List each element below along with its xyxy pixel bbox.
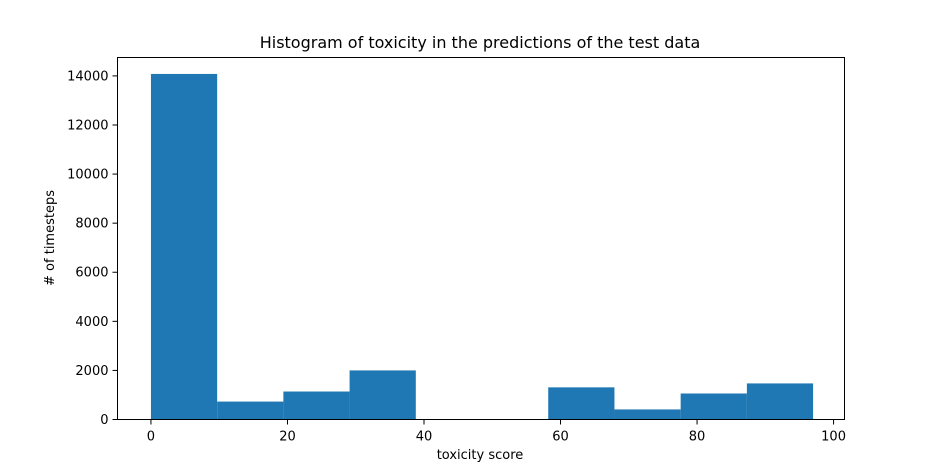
x-tick-label: 0 — [147, 430, 155, 445]
x-axis-label: toxicity score — [437, 448, 524, 463]
histogram-bar-1 — [217, 401, 284, 420]
x-tick-label: 80 — [689, 430, 706, 445]
bars-group — [150, 73, 814, 420]
plot-frame — [117, 57, 845, 420]
x-tick-label: 100 — [821, 430, 846, 445]
y-tick-label: 4000 — [75, 315, 108, 330]
y-tick-label: 0 — [100, 413, 108, 428]
y-tick-label: 8000 — [75, 217, 108, 232]
histogram-bar-9 — [746, 383, 814, 420]
x-tick-label: 20 — [279, 430, 296, 445]
histogram-bar-2 — [283, 391, 350, 420]
chart-title: Histogram of toxicity in the predictions… — [260, 33, 701, 52]
histogram-bar-0 — [150, 73, 218, 420]
histogram-bar-8 — [680, 393, 747, 420]
y-tick-label: 12000 — [67, 118, 108, 133]
x-tick-label: 40 — [416, 430, 433, 445]
y-tick-label: 2000 — [75, 364, 108, 379]
y-tick-label: 6000 — [75, 266, 108, 281]
y-tick-label: 14000 — [67, 69, 108, 84]
histogram-bar-3 — [349, 370, 416, 420]
y-axis-label: # of timesteps — [43, 190, 58, 286]
histogram-bar-6 — [548, 387, 615, 420]
y-axis-ticks: 0 2000 4000 6000 8000 10000 12000 14000 — [67, 69, 118, 428]
x-tick-label: 60 — [552, 430, 569, 445]
x-axis-ticks: 0 20 40 60 80 100 — [147, 419, 846, 445]
y-tick-label: 10000 — [67, 168, 108, 183]
histogram-bar-7 — [614, 409, 681, 420]
